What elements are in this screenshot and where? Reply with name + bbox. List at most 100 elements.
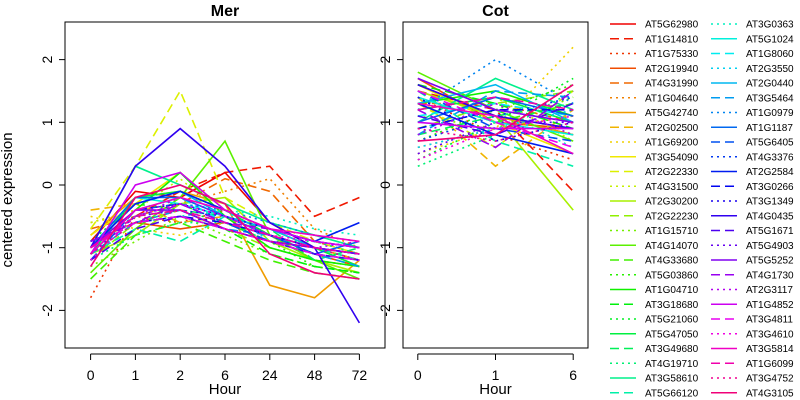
legend-label: AT4G3105 (746, 388, 794, 399)
legend-label: AT2G3550 (746, 64, 794, 75)
legend-label: AT5G1671 (746, 226, 794, 237)
series-line (89, 184, 360, 280)
x-tick-label: 0 (414, 367, 422, 383)
y-tick-label: -1 (377, 241, 393, 254)
series-line (417, 58, 574, 111)
legend-label: AT1G04710 (645, 285, 699, 296)
legend-label: AT1G69200 (645, 138, 699, 149)
legend-label: AT1G4852 (746, 300, 794, 311)
legend-label: AT3G54090 (645, 152, 699, 163)
series-line (417, 102, 574, 117)
x-tick-label: 1 (492, 367, 500, 383)
legend-label: AT5G4903 (746, 241, 794, 252)
legend-label: AT3G58610 (645, 374, 699, 385)
legend-label: AT5G66120 (645, 388, 699, 399)
series-line (417, 83, 574, 130)
panel-mer: Mer -2 -1 0 1 2 0 1 2 6 24 48 72 Hour (39, 3, 386, 398)
series-line (417, 84, 574, 142)
legend-label: AT1G14810 (645, 34, 699, 45)
legend-label: AT3G4610 (746, 329, 794, 340)
legend-label: AT5G42740 (645, 108, 699, 119)
legend-label: AT4G33680 (645, 256, 699, 267)
x-tick-label: 24 (262, 367, 278, 383)
legend-label: AT3G18680 (645, 300, 699, 311)
legend-label: AT3G0266 (746, 182, 794, 193)
legend-label: AT5G62980 (645, 20, 699, 31)
legend-label: AT1G15710 (645, 226, 699, 237)
legend-label: AT5G1024 (746, 34, 794, 45)
legend-label: AT4G1730 (746, 270, 794, 281)
legend-label: AT4G31500 (645, 182, 699, 193)
legend-label: AT5G21060 (645, 315, 699, 326)
series-line (90, 209, 360, 261)
series-line (417, 96, 574, 111)
y-tick-label: -2 (377, 304, 393, 317)
legend-label: AT1G6099 (746, 359, 794, 370)
series-line (417, 102, 574, 155)
legend-label: AT1G04640 (645, 93, 699, 104)
legend-label: AT4G31990 (645, 79, 699, 90)
panel-cot: Cot -2 -1 0 1 2 0 1 6 Hour (377, 3, 589, 398)
x-axis-label: Hour (479, 381, 512, 398)
x-tick-label: 1 (132, 367, 140, 383)
legend-label: AT5G6405 (746, 138, 794, 149)
x-axis-label: Hour (209, 381, 242, 398)
legend-label: AT3G4752 (746, 374, 794, 385)
legend-label: AT4G0435 (746, 211, 794, 222)
legend-label: AT5G03860 (645, 270, 699, 281)
y-tick-label: -2 (39, 304, 55, 317)
plot-frame (64, 21, 386, 349)
legend-label: AT3G4811 (746, 315, 793, 326)
series-line (90, 215, 360, 261)
series-line (417, 90, 574, 136)
series-line (417, 102, 574, 136)
series-line (90, 196, 360, 255)
x-tick-label: 0 (87, 367, 95, 383)
y-tick-label: 0 (377, 181, 393, 189)
legend-label: AT3G1349 (746, 197, 794, 208)
series-line (417, 90, 574, 149)
legend-label: AT2G0440 (746, 79, 794, 90)
y-tick-label: 0 (39, 181, 55, 189)
legend-label: AT4G3376 (746, 152, 794, 163)
panel-title: Cot (482, 3, 509, 20)
legend-label: AT2G02500 (645, 123, 699, 134)
legend-label: AT2G22230 (645, 211, 699, 222)
x-tick-label: 48 (307, 367, 323, 383)
legend-label: AT1G8060 (746, 49, 794, 60)
x-tick-label: 72 (352, 367, 368, 383)
y-tick-label: 2 (39, 56, 55, 64)
legend-label: AT3G49680 (645, 344, 699, 355)
legend-label: AT1G1187 (746, 123, 793, 134)
legend-label: AT3G5464 (746, 93, 794, 104)
series-line (417, 121, 574, 130)
series-line (90, 165, 360, 249)
legend-label: AT3G0363 (746, 20, 794, 31)
legend-label: AT2G19940 (645, 64, 699, 75)
legend-label: AT2G22330 (645, 167, 699, 178)
legend: AT5G62980 AT1G14810 AT1G75330 AT2G19940 AT4G… (610, 20, 794, 399)
legend-label: AT4G19710 (645, 359, 699, 370)
legend-label: AT4G14070 (645, 241, 699, 252)
y-tick-label: -1 (39, 241, 55, 254)
series-line (417, 96, 574, 136)
x-tick-label: 6 (221, 367, 229, 383)
plot-frame (402, 21, 589, 349)
series-line (417, 77, 574, 124)
legend-label: AT2G30200 (645, 197, 699, 208)
legend-label: AT5G47050 (645, 329, 699, 340)
series-line (90, 177, 360, 249)
panel-title: Mer (211, 3, 239, 20)
series-line (417, 90, 574, 192)
y-tick-label: 1 (377, 118, 393, 126)
x-tick-label: 2 (176, 367, 184, 383)
y-tick-label: 2 (377, 56, 393, 64)
legend-label: AT1G0979 (746, 108, 794, 119)
legend-label: AT3G5814 (746, 344, 794, 355)
legend-label: AT1G75330 (645, 49, 699, 60)
series-line (417, 109, 574, 130)
y-tick-label: 1 (39, 118, 55, 126)
legend-label: AT2G3117 (746, 285, 793, 296)
series-line (417, 121, 574, 142)
